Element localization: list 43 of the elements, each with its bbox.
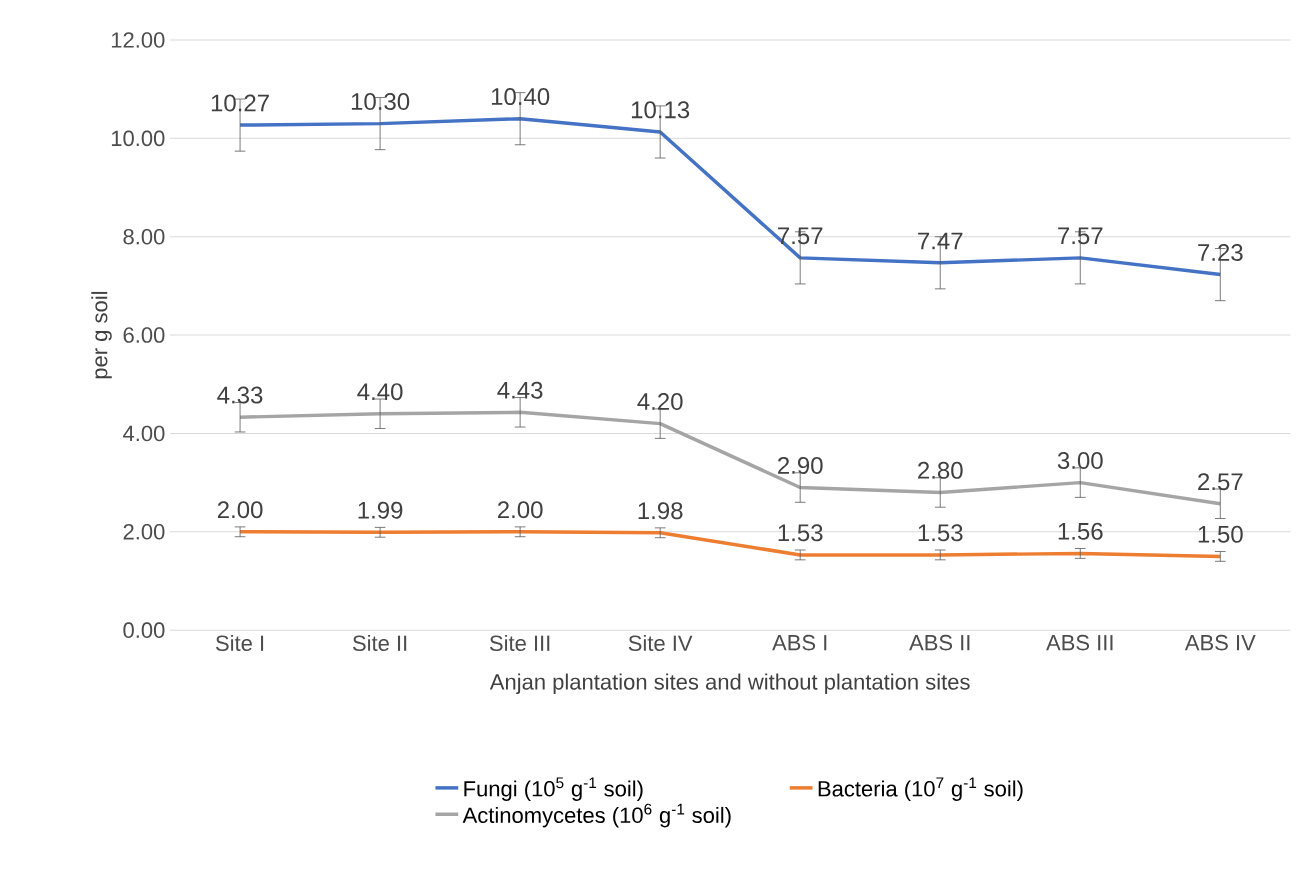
data-label: 1.99 <box>358 501 403 519</box>
x-tick-label: Site I <box>215 634 264 651</box>
x-tick-label: ABS IV <box>1184 634 1256 651</box>
x-tick-label: Site II <box>352 634 407 651</box>
data-label: 4.20 <box>637 392 683 410</box>
data-label: 2.57 <box>1198 473 1243 491</box>
y-tick-label: 12.00 <box>111 32 165 48</box>
data-label: 4.40 <box>357 383 403 401</box>
legend-label: Bacteria (10$^{7}$ g$^{-1}$ soil) <box>818 777 1023 801</box>
y-tick-label: 10.00 <box>111 130 165 147</box>
data-label: 10.27 <box>211 94 269 112</box>
x-axis-title: Anjan plantation sites and without plantation sites <box>489 673 970 694</box>
y-axis-title: per g soil <box>91 291 112 379</box>
x-tick-label: Site IV <box>628 634 693 651</box>
data-label: 3.00 <box>1057 451 1103 469</box>
legend-label: Actinomycetes (10$^{6}$ g$^{-1}$ soil) <box>462 803 731 828</box>
y-tick-label: 4.00 <box>123 425 165 442</box>
data-label: 10.30 <box>351 92 410 110</box>
x-tick-label: ABS II <box>909 634 970 651</box>
y-tick-label: 0.00 <box>123 622 165 638</box>
data-label: 1.53 <box>918 524 963 542</box>
data-label: 1.98 <box>638 502 683 520</box>
data-label: 10.40 <box>491 87 550 105</box>
data-label: 7.47 <box>918 232 963 250</box>
x-tick-label: Site III <box>489 634 550 651</box>
x-tick-label: ABS I <box>772 634 827 651</box>
data-label: 10.13 <box>631 101 690 119</box>
data-label: 4.43 <box>497 381 543 399</box>
x-tick-label: ABS III <box>1046 634 1113 651</box>
y-tick-label: 2.00 <box>123 523 165 540</box>
data-label: 7.57 <box>1058 227 1103 245</box>
data-label: 1.56 <box>1058 522 1103 540</box>
y-tick-label: 6.00 <box>123 327 165 343</box>
legend-label: Fungi (10$^{5}$ g$^{-1}$ soil) <box>464 777 643 801</box>
data-label: 2.00 <box>217 501 263 519</box>
data-label: 1.53 <box>778 524 823 542</box>
data-label: 2.90 <box>778 456 823 474</box>
data-label: 7.57 <box>778 227 823 245</box>
data-label: 2.00 <box>497 501 543 519</box>
data-label: 2.80 <box>918 461 963 479</box>
data-label: 4.33 <box>217 386 263 404</box>
data-label: 1.50 <box>1198 525 1243 543</box>
y-tick-label: 8.00 <box>123 228 165 245</box>
